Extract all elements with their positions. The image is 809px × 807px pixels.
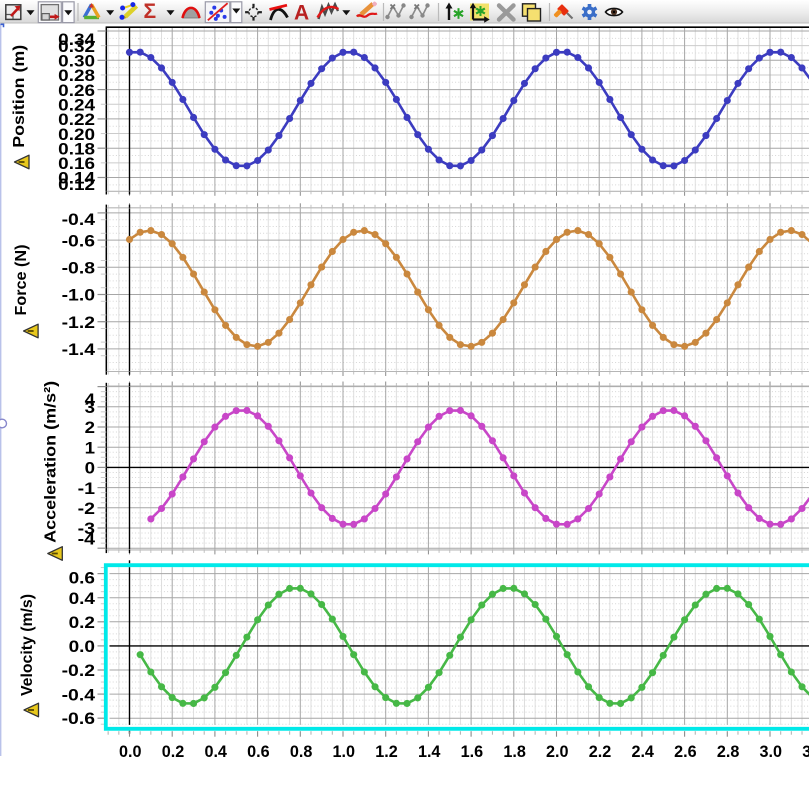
svg-text:3.0: 3.0	[760, 743, 783, 761]
svg-text:0.28: 0.28	[58, 67, 95, 85]
svg-text:3: 3	[85, 399, 95, 417]
svg-text:-4: -4	[78, 531, 96, 549]
svg-text:-1.4: -1.4	[62, 341, 96, 359]
svg-text:2.2: 2.2	[589, 743, 612, 761]
svg-text:-0.6: -0.6	[62, 232, 95, 250]
svg-text:Acceleration (m/s²): Acceleration (m/s²)	[43, 381, 60, 543]
svg-text:2.8: 2.8	[717, 743, 740, 761]
svg-text:2.4: 2.4	[631, 743, 654, 761]
svg-text:0.16: 0.16	[58, 155, 95, 173]
svg-text:1: 1	[85, 439, 95, 457]
svg-text:-2: -2	[78, 500, 95, 518]
svg-text:1.0: 1.0	[333, 743, 356, 761]
svg-text:0.6: 0.6	[69, 570, 95, 588]
svg-text:Σ: Σ	[144, 0, 157, 23]
svg-text:-3: -3	[78, 520, 95, 538]
svg-text:0.0: 0.0	[119, 743, 142, 761]
svg-text:-0.8: -0.8	[62, 260, 95, 278]
svg-text:1.4: 1.4	[418, 743, 441, 761]
svg-text:0.2: 0.2	[162, 743, 185, 761]
svg-text:Position (m): Position (m)	[11, 45, 28, 148]
svg-text:2: 2	[85, 419, 95, 437]
svg-text:0.4: 0.4	[69, 590, 96, 608]
svg-text:1.6: 1.6	[461, 743, 484, 761]
svg-text:0.34: 0.34	[58, 31, 96, 49]
svg-text:1.8: 1.8	[503, 743, 526, 761]
svg-text:-0.2: -0.2	[62, 662, 95, 680]
svg-text:0.22: 0.22	[58, 111, 95, 129]
svg-text:1.2: 1.2	[375, 743, 398, 761]
svg-text:3.2: 3.2	[802, 743, 809, 761]
svg-text:0.0: 0.0	[69, 638, 95, 656]
svg-text:-1: -1	[78, 480, 95, 498]
svg-text:-0.4: -0.4	[62, 211, 96, 229]
svg-text:0.8: 0.8	[290, 743, 313, 761]
svg-text:0.30: 0.30	[58, 53, 95, 71]
svg-text:-0.4: -0.4	[62, 686, 96, 704]
svg-text:Velocity (m/s): Velocity (m/s)	[19, 594, 36, 696]
svg-text:-1.0: -1.0	[62, 287, 95, 305]
svg-text:-0.6: -0.6	[62, 710, 95, 728]
svg-text:4: 4	[85, 391, 96, 409]
svg-text:0.14: 0.14	[58, 170, 96, 188]
svg-text:0.20: 0.20	[58, 126, 95, 144]
svg-text:2.6: 2.6	[674, 743, 697, 761]
svg-text:0.6: 0.6	[247, 743, 270, 761]
svg-text:0.26: 0.26	[58, 82, 95, 100]
svg-text:0.2: 0.2	[69, 614, 95, 632]
svg-text:Force (N): Force (N)	[13, 245, 30, 316]
svg-text:-1.2: -1.2	[62, 314, 95, 332]
svg-text:0: 0	[85, 460, 95, 478]
svg-text:2.0: 2.0	[546, 743, 569, 761]
svg-text:A: A	[294, 2, 309, 25]
svg-text:0.18: 0.18	[58, 140, 95, 158]
svg-text:0.32: 0.32	[58, 38, 95, 56]
svg-text:0.24: 0.24	[58, 97, 96, 115]
svg-text:0.4: 0.4	[204, 743, 227, 761]
svg-text:0.12: 0.12	[58, 176, 95, 194]
